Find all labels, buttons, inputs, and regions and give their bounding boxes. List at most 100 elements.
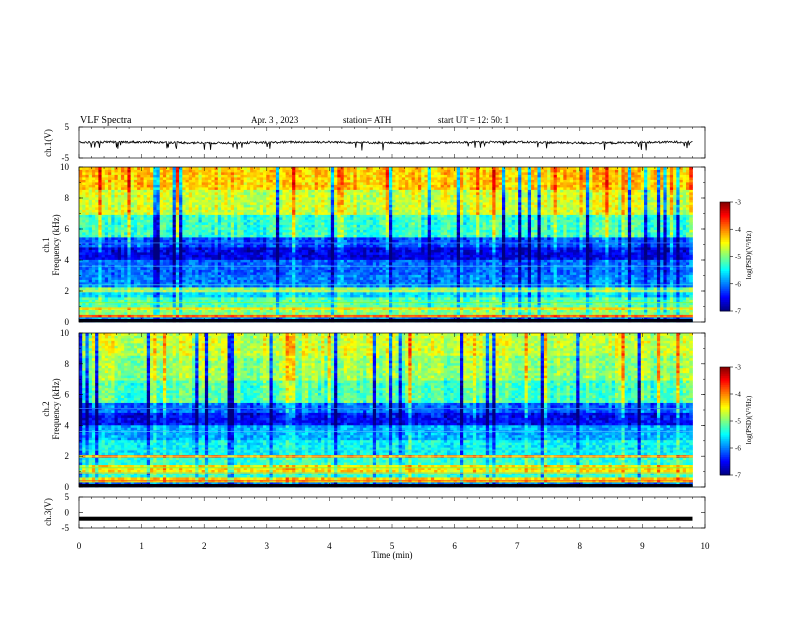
- spectrogram-cell: [140, 169, 144, 173]
- spectrogram-cell: [272, 284, 277, 288]
- spectrogram-cell: [256, 187, 261, 190]
- spectrogram-cell: [108, 227, 112, 230]
- spectrogram-cell: [156, 312, 161, 315]
- spectrogram-cell: [175, 172, 180, 175]
- spectrogram-cell: [143, 232, 148, 235]
- spectrogram-cell: [298, 282, 303, 285]
- spectrogram-cell: [298, 167, 303, 170]
- spectrogram-cell: [143, 169, 148, 173]
- spectrogram-cell: [150, 172, 154, 175]
- spectrogram-cell: [82, 212, 86, 215]
- spectrogram-cell: [111, 217, 115, 220]
- spectrogram-cell: [175, 197, 180, 200]
- spectrogram-cell: [140, 284, 144, 288]
- spectrogram-cell: [227, 282, 232, 285]
- spectrogram-cell: [230, 249, 235, 253]
- spectrogram-cell: [233, 197, 238, 200]
- spectrogram-cell: [214, 222, 219, 225]
- spectrogram-cell: [256, 277, 261, 280]
- spectrogram-cell: [114, 182, 119, 185]
- spectrogram-cell: [172, 224, 177, 228]
- spectrogram-cell: [282, 309, 287, 313]
- spectrogram-cell: [137, 207, 141, 210]
- spectrogram-cell: [263, 229, 267, 233]
- spectrogram-cell: [101, 304, 106, 308]
- spectrogram-cell: [321, 202, 325, 205]
- spectrogram-cell: [124, 297, 128, 300]
- spectrogram-cell: [269, 277, 274, 280]
- spectrogram-cell: [246, 274, 251, 278]
- spectrogram-cell: [169, 317, 174, 320]
- spectrogram-cell: [250, 179, 254, 183]
- spectrogram-cell: [172, 262, 177, 265]
- spectrogram-cell: [188, 259, 193, 263]
- spectrogram-cell: [104, 277, 109, 280]
- spectrogram-cell: [182, 227, 186, 230]
- spectrogram-cell: [256, 247, 261, 250]
- spectrogram-cell: [230, 312, 235, 315]
- spectrogram-cell: [272, 287, 277, 290]
- spectrogram-cell: [150, 249, 154, 253]
- spectrogram-cell: [146, 204, 151, 208]
- spectrogram-cell: [243, 252, 248, 255]
- spectrogram-cell: [295, 172, 299, 175]
- spectrogram-cell: [214, 202, 219, 205]
- spectrogram-cell: [269, 229, 274, 233]
- spectrogram-cell: [143, 309, 148, 313]
- spectrogram-cell: [292, 197, 296, 200]
- spectrogram-cell: [198, 257, 203, 260]
- spectrogram-cell: [162, 257, 167, 260]
- spectrogram-cell: [98, 172, 102, 175]
- spectrogram-cell: [295, 297, 299, 300]
- spectrogram-cell: [259, 189, 264, 193]
- spectrogram-cell: [101, 174, 106, 178]
- spectrogram-cell: [111, 274, 115, 278]
- spectrogram-cell: [272, 207, 277, 210]
- spectrogram-cell: [272, 192, 277, 195]
- spectrogram-cell: [263, 272, 267, 275]
- spectrogram-cell: [224, 269, 228, 273]
- spectrogram-cell: [82, 229, 86, 233]
- spectrogram-cell: [133, 222, 138, 225]
- spectrogram-cell: [279, 309, 283, 313]
- spectrogram-cell: [133, 302, 138, 305]
- spectrogram-cell: [288, 169, 293, 173]
- spectrogram-cell: [246, 169, 251, 173]
- spectrogram-cell: [124, 174, 128, 178]
- spectrogram-cell: [195, 202, 199, 205]
- spectrogram-cell: [82, 234, 86, 238]
- spectrogram-cell: [308, 222, 312, 225]
- spectrogram-cell: [240, 199, 245, 203]
- spectrogram-cell: [162, 297, 167, 300]
- spectrogram-cell: [259, 169, 264, 173]
- spectrogram-cell: [111, 242, 115, 245]
- spectrogram-cell: [321, 267, 325, 270]
- spectrogram-cell: [192, 302, 196, 305]
- spectrogram-cell: [240, 299, 245, 303]
- spectrogram-cell: [137, 274, 141, 278]
- spectrogram-cell: [198, 222, 203, 225]
- spectrogram-cell: [130, 189, 135, 193]
- spectrogram-cell: [143, 237, 148, 240]
- spectrogram-cell: [208, 192, 212, 195]
- spectrogram-cell: [256, 174, 261, 178]
- spectrogram-cell: [305, 297, 309, 300]
- spectrogram-cell: [256, 182, 261, 185]
- spectrogram-cell: [98, 297, 102, 300]
- spectrogram-cell: [217, 299, 222, 303]
- spectrogram-cell: [305, 279, 309, 283]
- spectrogram-cell: [98, 252, 102, 255]
- spectrogram-cell: [253, 204, 257, 208]
- spectrogram-cell: [98, 254, 102, 258]
- spectrogram-cell: [321, 187, 325, 190]
- spectrogram-cell: [263, 282, 267, 285]
- spectrogram-cell: [120, 207, 125, 210]
- spectrogram-cell: [246, 184, 251, 188]
- spectrogram-cell: [172, 219, 177, 223]
- spectrogram-cell: [288, 189, 293, 193]
- spectrogram-cell: [101, 182, 106, 185]
- spectrogram-cell: [263, 199, 267, 203]
- spectrogram-cell: [256, 199, 261, 203]
- spectrogram-cell: [214, 199, 219, 203]
- spectrogram-cell: [104, 207, 109, 210]
